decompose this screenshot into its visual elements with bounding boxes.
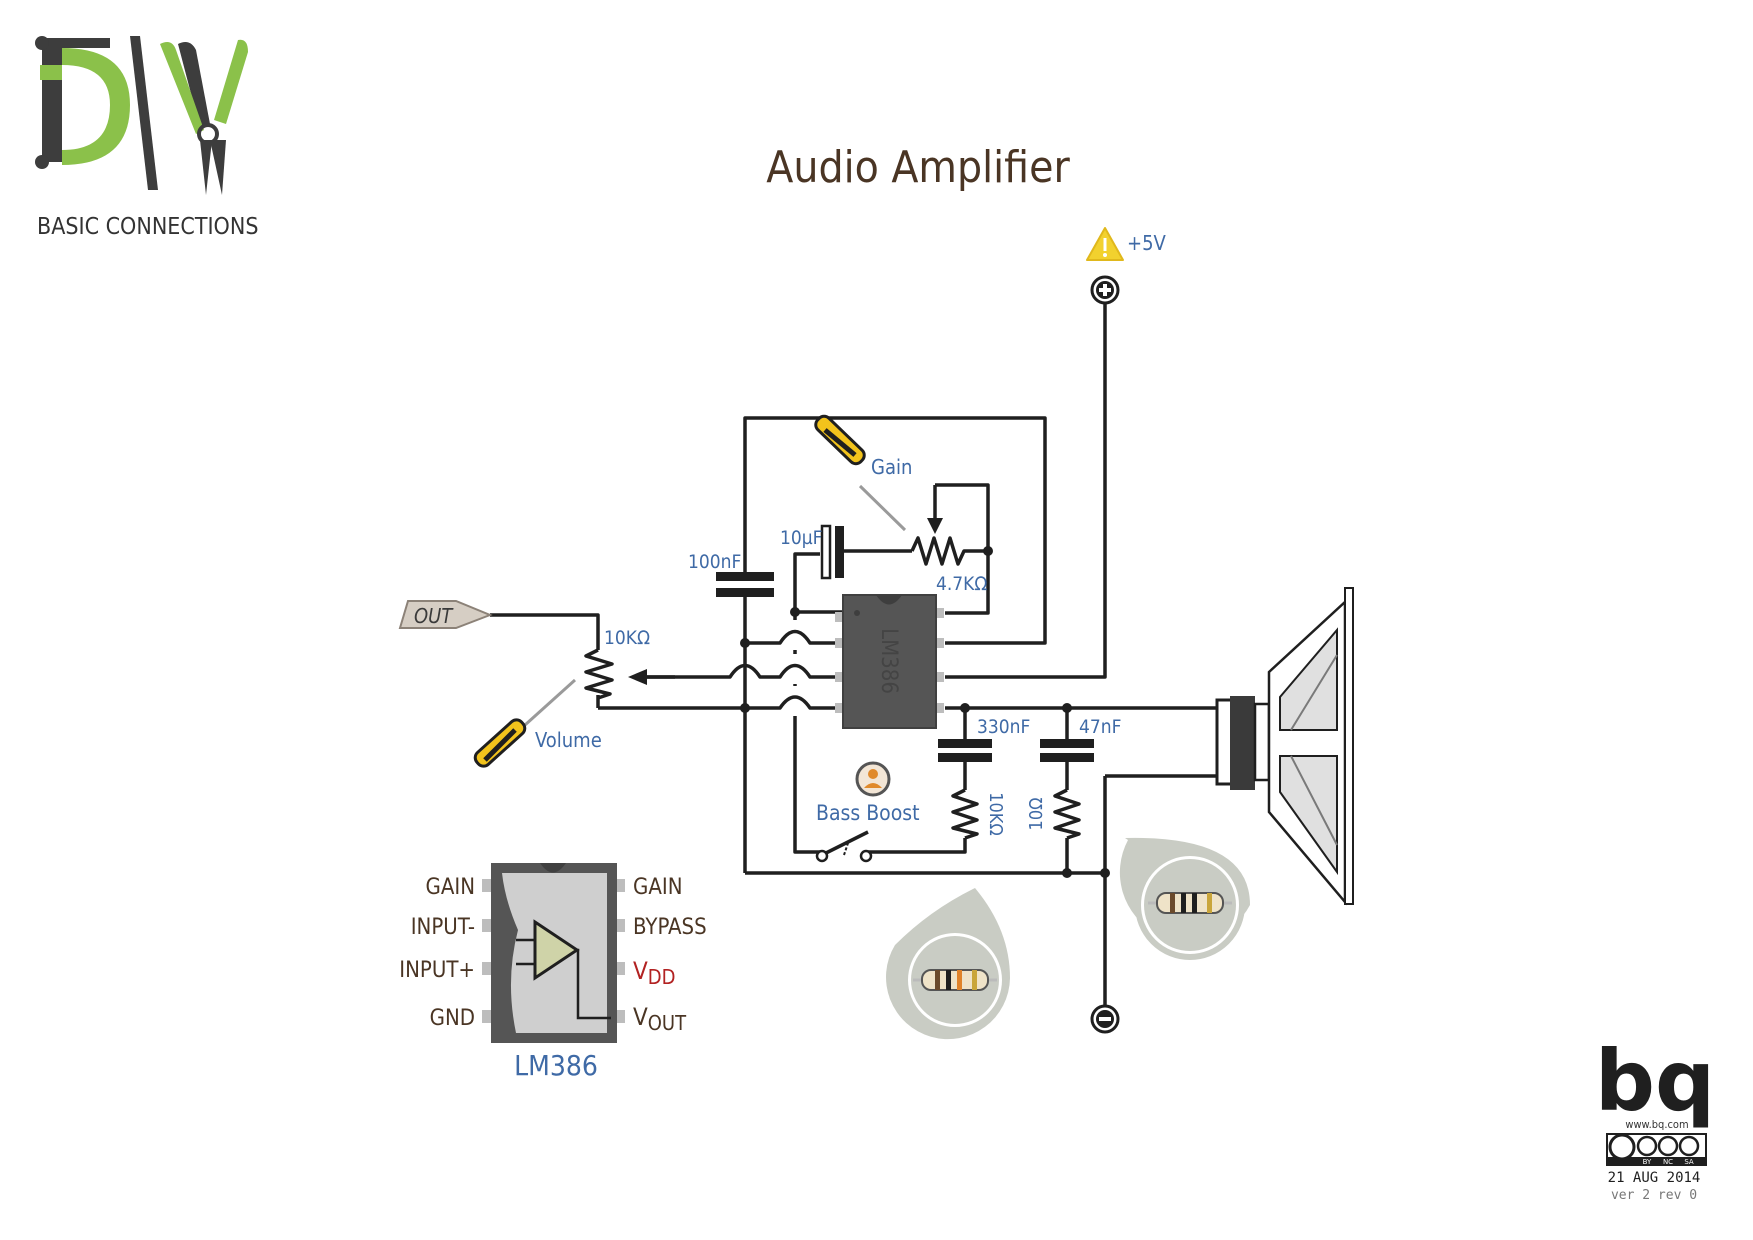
speaker-icon <box>1215 587 1354 906</box>
pin-label-gain-right: GAIN <box>633 875 683 900</box>
pin-label-input-minus: INPUT- <box>411 915 475 940</box>
logo-subtitle: BASIC CONNECTIONS <box>37 214 258 240</box>
lm386-chip: LM386 <box>835 594 944 729</box>
gain-label: Gain <box>871 455 912 479</box>
brand-text: bq <box>1595 1032 1715 1130</box>
out-label: OUT <box>414 604 454 628</box>
bass-boost-switch[interactable] <box>815 830 873 863</box>
cap-100nf-label: 100nF <box>688 551 741 573</box>
screwdriver-icon <box>814 414 907 532</box>
res-10k-label: 10KΩ <box>985 792 1006 836</box>
resistor-bubble-icon <box>1119 837 1250 960</box>
gain-potentiometer <box>910 485 990 566</box>
cap-10uf-label: 10µF <box>780 527 822 549</box>
capacitor-100nf <box>716 570 774 597</box>
license-by: BY <box>1643 1158 1652 1166</box>
pin-label-vdd: VDD <box>633 957 675 989</box>
footer-version: ver 2 rev 0 <box>1611 1188 1697 1203</box>
pin-label-input-plus: INPUT+ <box>399 958 475 983</box>
resistor-10k <box>951 788 979 840</box>
volume-label: Volume <box>535 728 602 752</box>
pinout-chip-label: LM386 <box>514 1049 598 1082</box>
pot-gain-value: 4.7KΩ <box>936 573 987 595</box>
negative-terminal-icon <box>1090 1004 1120 1034</box>
cc-license-badge: BY NC SA <box>1606 1133 1707 1166</box>
license-nc: NC <box>1663 1158 1673 1166</box>
resistor-bubble-icon <box>886 888 1010 1040</box>
res-10ohm-label: 10Ω <box>1026 798 1047 831</box>
warning-icon <box>1086 227 1124 261</box>
pot-volume-value: 10KΩ <box>604 627 650 649</box>
junction-dots <box>740 546 1110 878</box>
footer-date: 21 AUG 2014 <box>1608 1170 1701 1186</box>
supply-label: +5V <box>1127 231 1167 255</box>
cap-47nf-label: 47nF <box>1079 716 1121 738</box>
pinout-chip <box>482 863 625 1043</box>
license-sa: SA <box>1684 1158 1694 1166</box>
screwdriver-icon <box>473 678 577 768</box>
capacitor-47nf <box>1040 739 1094 762</box>
cap-330nf-label: 330nF <box>977 716 1030 738</box>
wires <box>490 303 1217 1006</box>
out-tag <box>398 600 493 629</box>
page-title: Audio Amplifier <box>766 142 1070 193</box>
user-icon <box>855 761 891 797</box>
diy-logo: BASIC CONNECTIONS <box>35 36 258 240</box>
volume-potentiometer <box>584 648 675 700</box>
pin-label-bypass: BYPASS <box>633 915 707 940</box>
bass-boost-label: Bass Boost <box>816 801 920 825</box>
pin-label-gain-left: GAIN <box>425 875 475 900</box>
positive-terminal-icon <box>1090 275 1120 305</box>
bq-logo: bq <box>1595 1032 1715 1130</box>
pinout-left-labels: GAIN INPUT- INPUT+ GND <box>399 875 475 1031</box>
brand-url: www.bq.com <box>1625 1118 1688 1131</box>
pinout-right-labels: GAIN BYPASS VDD VOUT <box>633 875 707 1035</box>
pin-label-vout: VOUT <box>633 1003 687 1035</box>
resistor-10ohm <box>1053 788 1081 840</box>
chip-label: LM386 <box>876 628 901 694</box>
pin-label-gnd: GND <box>430 1006 475 1031</box>
capacitor-330nf <box>938 739 992 762</box>
capacitor-10uf <box>820 524 844 580</box>
